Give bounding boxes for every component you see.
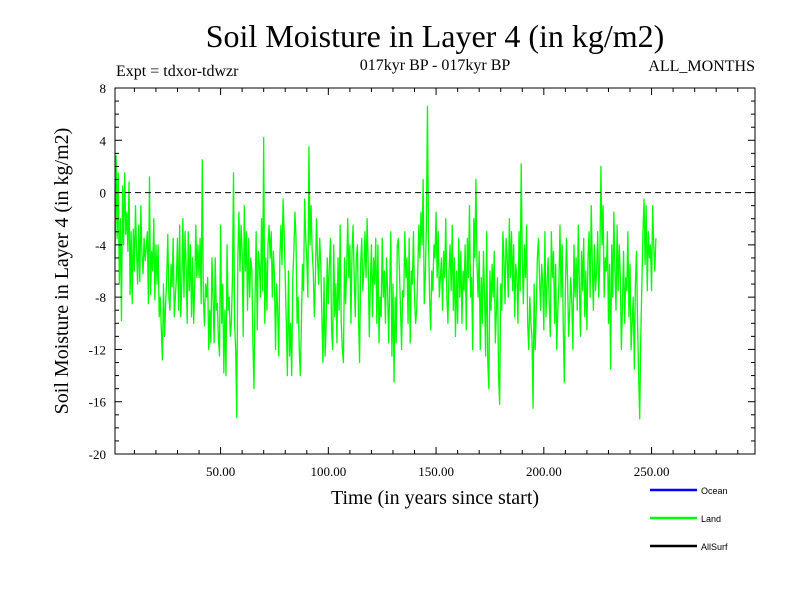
x-axis-title: Time (in years since start) [331, 487, 539, 509]
legend-label-land: Land [701, 514, 721, 524]
x-tick-label: 250.00 [634, 464, 670, 479]
x-tick-label: 200.00 [526, 464, 562, 479]
x-tick-label: 150.00 [418, 464, 454, 479]
y-tick-label: -16 [89, 395, 107, 410]
series-line-land [114, 105, 657, 420]
legend: Ocean Land AllSurf [650, 486, 728, 552]
plot-area: 50.00 100.00 150.00 200.00 250.00 8 4 0 -4 -8 -12 -… [89, 81, 756, 479]
y-tick-label: -20 [89, 447, 106, 462]
plot-frame [114, 87, 756, 455]
y-tick-label: -12 [89, 342, 106, 357]
y-tick-label: -4 [95, 238, 106, 253]
y-tick-label: -8 [95, 290, 106, 305]
y-tick-label: 8 [100, 81, 107, 96]
period-label: 017kyr BP - 017kyr BP [360, 57, 511, 74]
y-tick-label: 4 [100, 133, 107, 148]
y-tick-label: 0 [100, 186, 107, 201]
legend-label-allsurf: AllSurf [701, 542, 728, 552]
x-tick-label: 100.00 [310, 464, 346, 479]
legend-label-ocean: Ocean [701, 486, 728, 496]
months-label: ALL_MONTHS [648, 58, 755, 75]
chart-title: Soil Moisture in Layer 4 (in kg/m2) [206, 18, 665, 54]
y-axis-title: Soil Moisture in Layer 4 (in kg/m2) [51, 128, 73, 415]
experiment-label: Expt = tdxor-tdwzr [116, 63, 239, 80]
x-tick-label: 50.00 [206, 464, 235, 479]
